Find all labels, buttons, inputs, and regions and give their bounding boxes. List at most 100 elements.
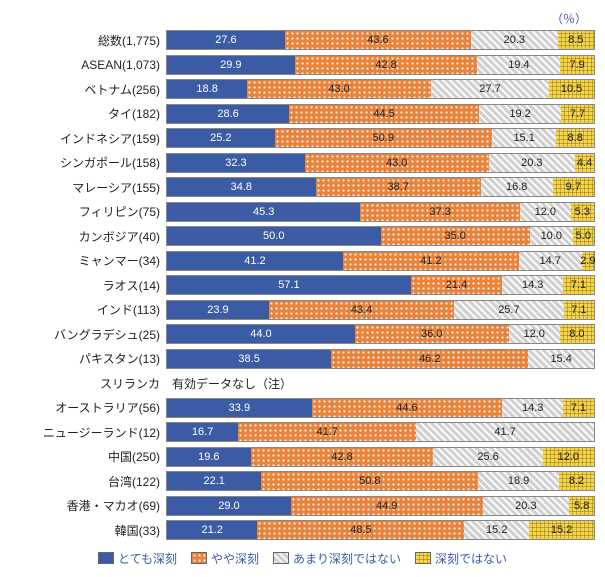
unit-label: （％） xyxy=(10,10,595,27)
segment-value: 14.3 xyxy=(522,402,543,414)
legend-label: とても深刻 xyxy=(118,550,177,567)
bar-segment: 12.0 xyxy=(509,325,560,343)
bar: 22.150.818.98.2 xyxy=(166,471,595,491)
bar-segment: 16.8 xyxy=(481,178,553,196)
bar-segment: 18.8 xyxy=(167,80,247,98)
bar-segment: 46.2 xyxy=(331,350,528,368)
segment-value: 19.4 xyxy=(508,59,529,71)
segment-value: 43.4 xyxy=(351,304,372,316)
bar-segment: 43.4 xyxy=(269,301,454,319)
bar-segment: 15.4 xyxy=(528,350,594,368)
row-label: フィリピン(75) xyxy=(10,203,166,220)
bar-segment: 34.8 xyxy=(167,178,316,196)
bar-segment: 12.0 xyxy=(543,448,594,466)
row-label: シンガポール(158) xyxy=(10,154,166,171)
bar-segment: 57.1 xyxy=(167,276,411,294)
segment-value: 37.3 xyxy=(429,206,450,218)
bar-segment: 20.3 xyxy=(483,497,570,515)
segment-value: 5.0 xyxy=(576,230,591,242)
chart-row: ASEAN(1,073)29.942.819.47.9 xyxy=(10,54,595,77)
segment-value: 38.5 xyxy=(238,353,259,365)
segment-value: 18.9 xyxy=(508,475,529,487)
segment-value: 14.7 xyxy=(540,255,561,267)
bar-segment: 25.2 xyxy=(167,129,275,147)
bar-segment: 16.7 xyxy=(167,423,238,441)
segment-value: 19.2 xyxy=(509,108,530,120)
segment-value: 43.6 xyxy=(367,34,388,46)
chart-row: ベトナム(256)18.843.027.710.5 xyxy=(10,78,595,101)
legend: とても深刻やや深刻あまり深刻ではない深刻ではない xyxy=(10,550,595,567)
bar-segment: 22.1 xyxy=(167,472,261,490)
bar-segment: 20.3 xyxy=(489,154,576,172)
segment-value: 7.9 xyxy=(569,59,584,71)
bar: 16.741.741.7 xyxy=(166,422,595,442)
bar-segment: 44.5 xyxy=(289,105,479,123)
bar-segment: 19.2 xyxy=(479,105,561,123)
segment-value: 25.2 xyxy=(210,132,231,144)
legend-swatch xyxy=(273,552,289,564)
segment-value: 32.3 xyxy=(225,157,246,169)
bar-segment: 8.5 xyxy=(558,31,594,49)
segment-value: 21.4 xyxy=(446,279,467,291)
bar-segment: 15.2 xyxy=(464,521,529,539)
legend-label: あまり深刻ではない xyxy=(293,550,401,567)
segment-value: 10.0 xyxy=(541,230,562,242)
segment-value: 8.2 xyxy=(569,475,584,487)
bar-segment: 21.4 xyxy=(411,276,502,294)
bar: 34.838.716.89.7 xyxy=(166,177,595,197)
bar-segment: 41.7 xyxy=(238,423,416,441)
segment-value: 35.0 xyxy=(445,230,466,242)
bar: 25.250.915.18.8 xyxy=(166,128,595,148)
bar-segment: 8.0 xyxy=(560,325,594,343)
bar-segment: 43.0 xyxy=(247,80,431,98)
chart-row: シンガポール(158)32.343.020.34.4 xyxy=(10,152,595,175)
chart-row: ミャンマー(34)41.241.214.72.9 xyxy=(10,250,595,273)
legend-item: あまり深刻ではない xyxy=(273,550,401,567)
segment-value: 27.7 xyxy=(479,83,500,95)
segment-value: 50.9 xyxy=(373,132,394,144)
chart-row: ラオス(14)57.121.414.37.1 xyxy=(10,274,595,297)
segment-value: 18.8 xyxy=(196,83,217,95)
chart-row: マレーシア(155)34.838.716.89.7 xyxy=(10,176,595,199)
chart-row: 中国(250)19.642.825.612.0 xyxy=(10,446,595,469)
bar: 57.121.414.37.1 xyxy=(166,275,595,295)
segment-value: 12.0 xyxy=(524,328,545,340)
row-label: 韓国(33) xyxy=(10,522,166,539)
bar-segment: 5.0 xyxy=(573,227,594,245)
bar: 41.241.214.72.9 xyxy=(166,251,595,271)
segment-value: 43.0 xyxy=(386,157,407,169)
bar-segment: 36.0 xyxy=(355,325,509,343)
segment-value: 14.3 xyxy=(522,279,543,291)
bar: 38.5 46.215.4 xyxy=(166,349,595,369)
segment-value: 41.7 xyxy=(494,426,515,438)
segment-value: 29.9 xyxy=(220,59,241,71)
row-label: インド(113) xyxy=(10,301,166,318)
bar-segment: 14.7 xyxy=(519,252,582,270)
segment-value: 33.9 xyxy=(229,402,250,414)
segment-value: 44.5 xyxy=(373,108,394,120)
segment-value: 36.0 xyxy=(421,328,442,340)
bar-segment: 19.4 xyxy=(477,56,560,74)
legend-item: やや深刻 xyxy=(191,550,259,567)
bar-segment: 28.6 xyxy=(167,105,289,123)
chart-row: オーストラリア(56)33.944.614.37.1 xyxy=(10,397,595,420)
no-data-note: 有効データなし（注） xyxy=(166,373,595,393)
row-label: 中国(250) xyxy=(10,448,166,465)
row-label: ニュージーランド(12) xyxy=(10,424,166,441)
bar: 18.8 43.0 27.7 10.5 xyxy=(166,79,595,99)
segment-value: 34.8 xyxy=(231,181,252,193)
segment-value: 21.2 xyxy=(202,524,223,536)
segment-value: 7.1 xyxy=(571,402,586,414)
row-label: 台湾(122) xyxy=(10,473,166,490)
chart-row: インドネシア(159)25.250.915.18.8 xyxy=(10,127,595,150)
segment-value: 23.9 xyxy=(207,304,228,316)
segment-value: 29.0 xyxy=(218,500,239,512)
bar-segment: 8.2 xyxy=(559,472,594,490)
segment-value: 20.3 xyxy=(504,34,525,46)
bar-segment: 18.9 xyxy=(478,472,559,490)
segment-value: 19.6 xyxy=(198,451,219,463)
segment-value: 57.1 xyxy=(278,279,299,291)
row-label: ASEAN(1,073) xyxy=(10,58,166,72)
bar-segment: 10.5 xyxy=(549,80,594,98)
legend-swatch xyxy=(415,552,431,564)
